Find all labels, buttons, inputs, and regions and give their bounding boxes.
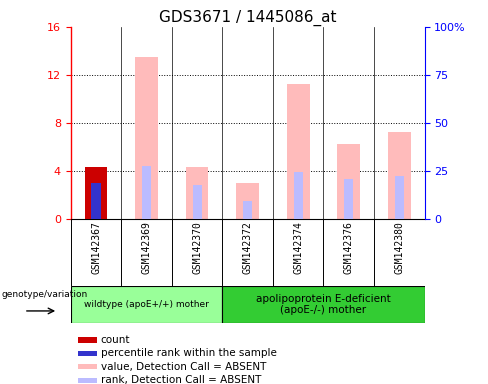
Bar (243, 201, 252, 219)
Bar (78, 351, 97, 356)
Bar (71, 286, 223, 323)
Text: GSM142367: GSM142367 (91, 221, 101, 274)
Bar (287, 84, 309, 219)
Bar (223, 286, 425, 323)
Text: GSM142374: GSM142374 (293, 221, 303, 274)
Text: percentile rank within the sample: percentile rank within the sample (101, 348, 277, 358)
Bar (84, 167, 107, 219)
Bar (78, 364, 97, 369)
Bar (186, 167, 208, 219)
Text: GSM142369: GSM142369 (142, 221, 152, 274)
Bar (84, 167, 107, 219)
Bar (388, 132, 411, 219)
Bar (78, 377, 97, 383)
Bar (142, 166, 151, 219)
Bar (236, 183, 259, 219)
Text: wildtype (apoE+/+) mother: wildtype (apoE+/+) mother (84, 300, 209, 309)
Text: GSM142380: GSM142380 (394, 221, 404, 274)
Text: GSM142376: GSM142376 (344, 221, 354, 274)
Bar (78, 337, 97, 343)
Text: rank, Detection Call = ABSENT: rank, Detection Call = ABSENT (101, 375, 261, 384)
Text: value, Detection Call = ABSENT: value, Detection Call = ABSENT (101, 362, 266, 372)
Text: GSM142370: GSM142370 (192, 221, 202, 274)
Bar (294, 172, 303, 219)
Text: GSM142372: GSM142372 (243, 221, 253, 274)
Bar (193, 185, 202, 219)
Bar (91, 183, 101, 219)
Text: apolipoprotein E-deficient
(apoE-/-) mother: apolipoprotein E-deficient (apoE-/-) mot… (256, 293, 391, 315)
Text: genotype/variation: genotype/variation (1, 290, 88, 299)
Bar (395, 176, 404, 219)
Bar (135, 57, 158, 219)
Bar (337, 144, 360, 219)
Bar (344, 179, 353, 219)
Text: count: count (101, 335, 130, 345)
Title: GDS3671 / 1445086_at: GDS3671 / 1445086_at (159, 9, 336, 25)
